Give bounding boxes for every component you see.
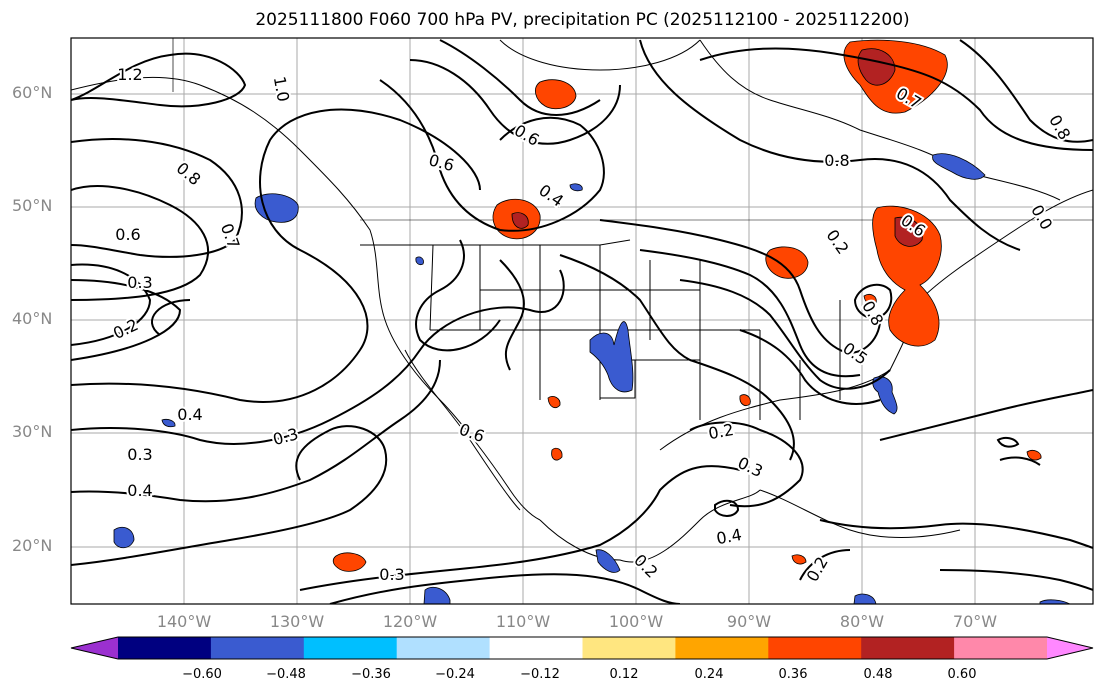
- colorbar-tick: −0.36: [351, 667, 391, 682]
- contour-label: 0.3: [127, 273, 152, 292]
- colorbar-segment: [118, 637, 212, 659]
- colorbar-segment: [954, 637, 1048, 659]
- colorbar-tick: 0.36: [778, 667, 808, 682]
- contour-label: 0.3: [379, 565, 404, 584]
- coastlines: [71, 38, 1093, 563]
- colorbar-extend-high: [1047, 637, 1093, 659]
- colorbar-segment: [768, 637, 862, 659]
- colorbar-tick: −0.12: [520, 667, 560, 682]
- contour-label: 0.8: [824, 151, 849, 170]
- plot-frame: [70, 37, 1094, 605]
- lon-label: 90°W: [726, 612, 772, 631]
- lon-label: 110°W: [495, 612, 551, 631]
- colorbar-extend-low: [71, 637, 118, 659]
- lon-label: 140°W: [156, 612, 212, 631]
- lat-label: 40°N: [12, 309, 53, 328]
- colorbar-tick: −0.48: [266, 667, 306, 682]
- lon-label: 70°W: [952, 612, 998, 631]
- lon-label: 80°W: [839, 612, 885, 631]
- lon-label: 120°W: [382, 612, 438, 631]
- colorbar-tick: 0.48: [863, 667, 893, 682]
- colorbar-segment: [675, 637, 769, 659]
- lon-label: 130°W: [269, 612, 325, 631]
- lat-label: 60°N: [12, 83, 53, 102]
- lat-label: 20°N: [12, 536, 53, 555]
- colorbar-tick: 0.60: [947, 667, 977, 682]
- colorbar-segments: [71, 637, 1093, 659]
- colorbar-tick: 0.12: [609, 667, 639, 682]
- colorbar-segment: [303, 637, 398, 659]
- colorbar-segment: [396, 637, 491, 659]
- lat-label: 30°N: [12, 422, 53, 441]
- colorbar-tick: −0.24: [435, 667, 475, 682]
- colorbar-segment: [489, 637, 583, 659]
- contour-label: 0.3: [127, 445, 152, 464]
- lon-label: 100°W: [608, 612, 664, 631]
- colorbar-segment: [582, 637, 676, 659]
- contour-label: 0.4: [177, 405, 202, 424]
- pv-contours: [71, 39, 1093, 604]
- colorbar-tick: −0.60: [182, 667, 222, 682]
- colorbar-segment: [861, 637, 955, 659]
- colorbar-segment: [210, 637, 305, 659]
- contour-label: 0.4: [127, 481, 152, 500]
- colorbar-tick: 0.24: [694, 667, 724, 682]
- lat-label: 50°N: [12, 196, 53, 215]
- colorbar-outline: [70, 636, 1094, 660]
- map-title: 2025111800 F060 700 hPa PV, precipitatio…: [255, 10, 910, 30]
- contour-label: 1.2: [117, 65, 142, 84]
- contour-label: 0.6: [115, 225, 140, 244]
